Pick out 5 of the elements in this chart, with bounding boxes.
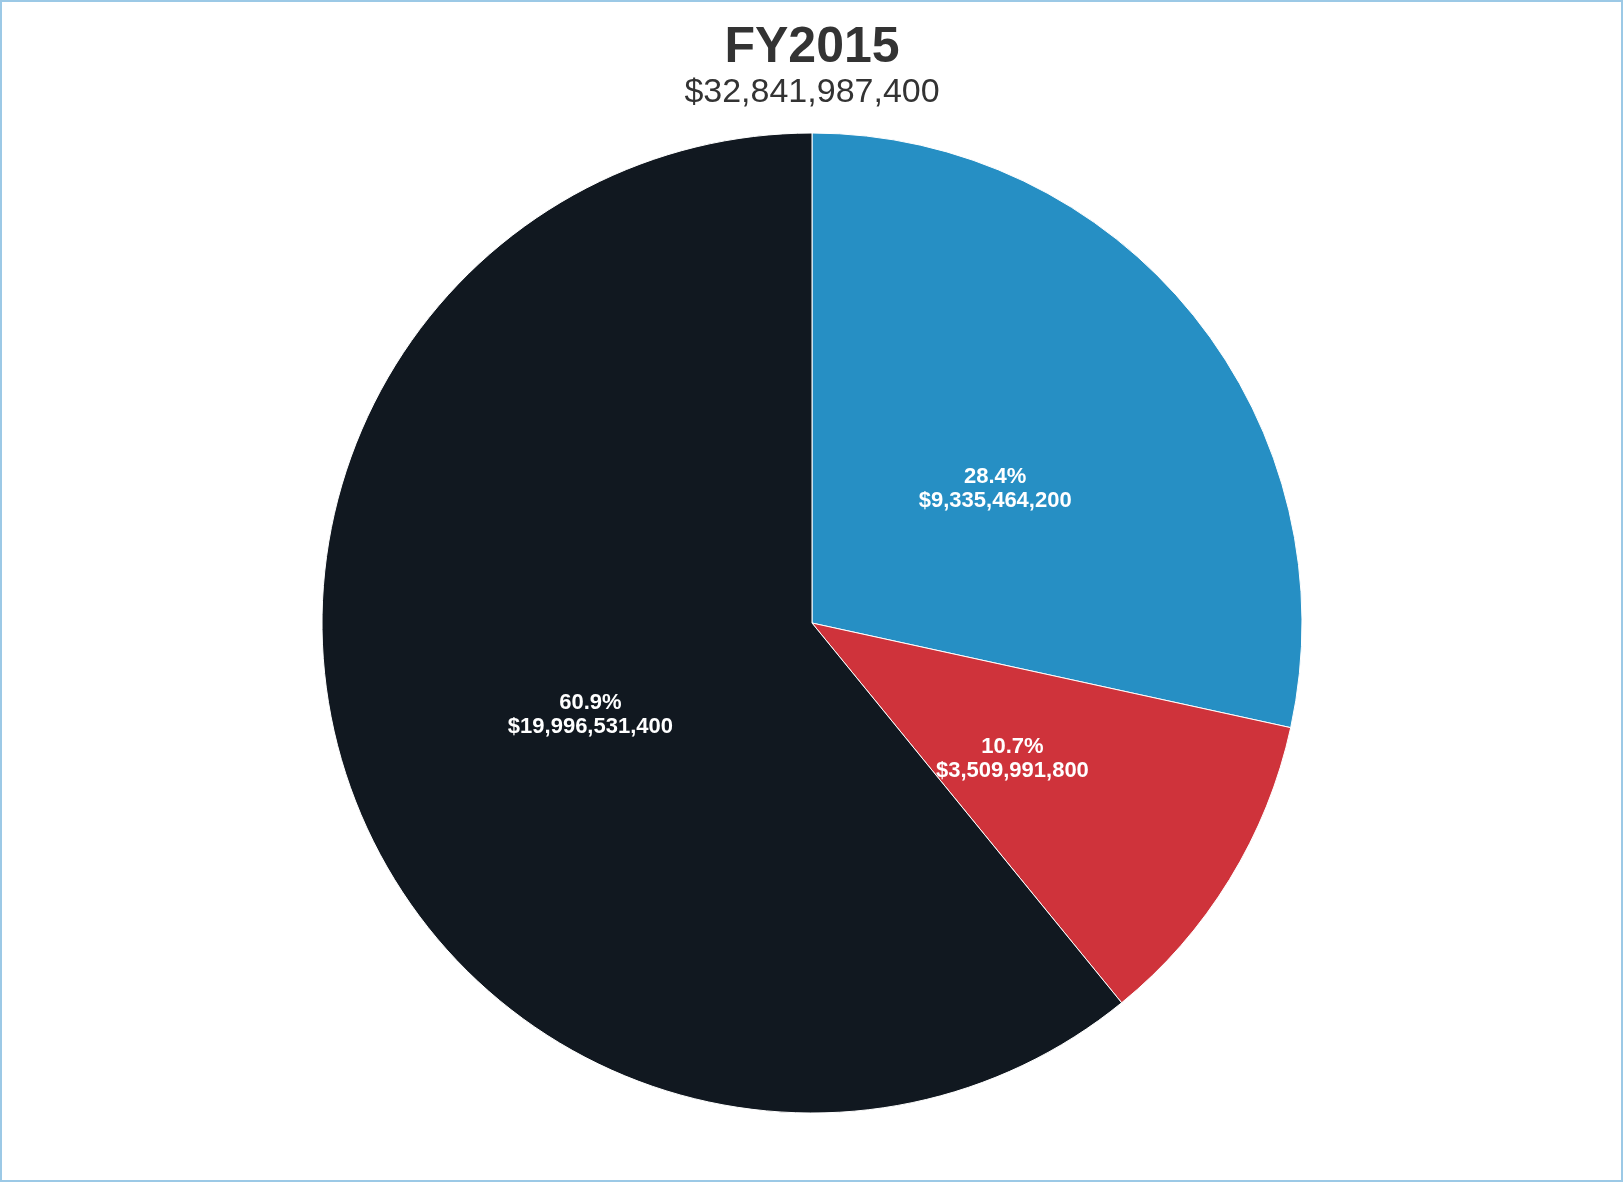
chart-subtitle: $32,841,987,400	[683, 71, 940, 109]
data-label: 60.9% $19,996,531,400	[507, 688, 673, 738]
data-label: 10.7% $3,509,991,800	[935, 733, 1089, 783]
data-label: 28.4% $9,335,464,200	[918, 462, 1072, 512]
chart-title: FY2015	[723, 17, 900, 73]
